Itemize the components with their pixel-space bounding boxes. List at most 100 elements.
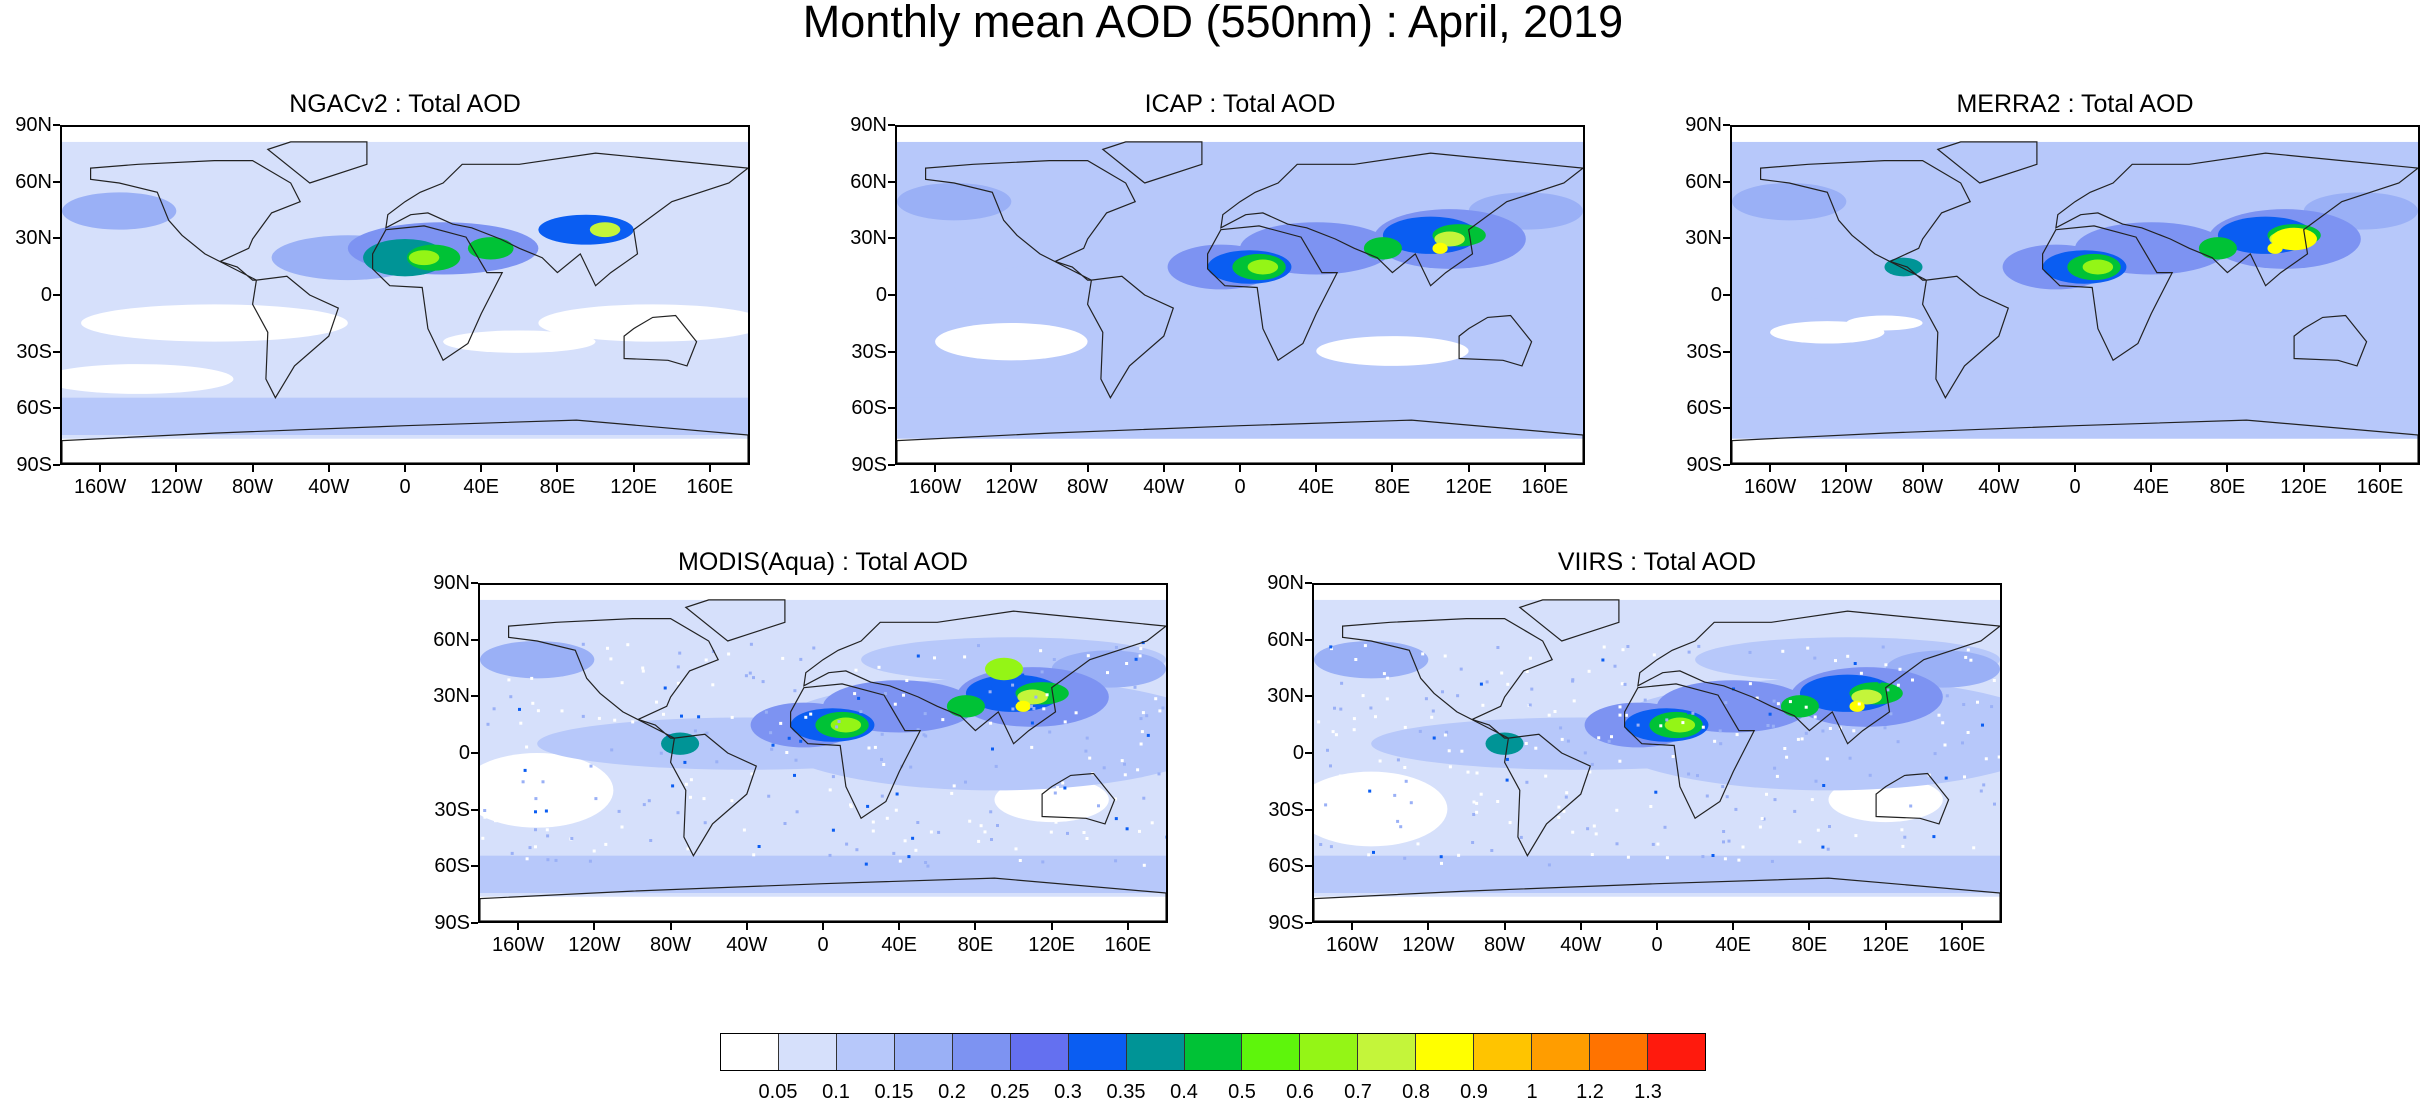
- lon-tick: [974, 923, 976, 930]
- arctic-fill: [480, 585, 1166, 600]
- retrieval-speckle: [894, 703, 897, 706]
- retrieval-speckle: [711, 683, 714, 686]
- retrieval-speckle: [1719, 742, 1722, 745]
- lat-label: 60N: [1670, 172, 1722, 192]
- retrieval-speckle: [694, 729, 697, 732]
- lon-label: 80W: [1053, 477, 1123, 497]
- low-aod-region: [935, 323, 1087, 360]
- colorbar-box: [1185, 1034, 1243, 1070]
- lon-tick: [709, 465, 711, 472]
- retrieval-speckle: [926, 865, 929, 868]
- lat-tick: [888, 294, 895, 296]
- lat-tick: [888, 124, 895, 126]
- retrieval-speckle: [1088, 757, 1091, 760]
- panel-title-ngac: NGACv2 : Total AOD: [60, 90, 750, 118]
- retrieval-speckle: [1490, 849, 1493, 852]
- retrieval-speckle: [990, 838, 993, 841]
- lon-label: 40W: [712, 935, 782, 955]
- aod-field: [480, 585, 1166, 921]
- retrieval-speckle: [996, 824, 999, 827]
- retrieval-speckle: [1941, 721, 1944, 724]
- retrieval-speckle: [917, 655, 920, 658]
- retrieval-speckle: [1666, 856, 1669, 859]
- retrieval-speckle: [878, 666, 881, 669]
- retrieval-speckle: [697, 715, 700, 718]
- retrieval-speckle: [1626, 645, 1629, 648]
- retrieval-speckle: [859, 710, 862, 713]
- lon-tick: [1468, 465, 1470, 472]
- retrieval-speckle: [1603, 646, 1606, 649]
- lat-label: 60N: [1252, 630, 1304, 650]
- retrieval-speckle: [1644, 699, 1647, 702]
- retrieval-speckle: [511, 852, 514, 855]
- retrieval-speckle: [1773, 767, 1776, 770]
- retrieval-speckle: [1329, 764, 1332, 767]
- retrieval-speckle: [1909, 805, 1912, 808]
- retrieval-speckle: [1030, 746, 1033, 749]
- lon-label: 0: [2040, 477, 2110, 497]
- retrieval-speckle: [1034, 696, 1037, 699]
- retrieval-speckle: [671, 784, 674, 787]
- lon-label: 160W: [483, 935, 553, 955]
- retrieval-speckle: [483, 809, 486, 812]
- retrieval-speckle: [1967, 731, 1970, 734]
- retrieval-speckle: [1884, 726, 1887, 729]
- southern-ocean-band: [480, 856, 1166, 893]
- retrieval-speckle: [641, 667, 644, 670]
- retrieval-speckle: [838, 720, 841, 723]
- antarctica-fill: [480, 897, 1166, 921]
- retrieval-speckle: [1681, 721, 1684, 724]
- lon-tick: [1351, 923, 1353, 930]
- colorbar-label: 0.25: [980, 1082, 1040, 1102]
- retrieval-speckle: [1369, 707, 1372, 710]
- retrieval-speckle: [1998, 756, 2000, 759]
- retrieval-speckle: [1826, 757, 1829, 760]
- colorbar-label: 0.4: [1154, 1082, 1214, 1102]
- retrieval-speckle: [1761, 817, 1764, 820]
- retrieval-speckle: [531, 702, 534, 705]
- retrieval-speckle: [1046, 693, 1049, 696]
- coastline: [1938, 142, 2037, 183]
- retrieval-speckle: [705, 659, 708, 662]
- retrieval-speckle: [1368, 790, 1371, 793]
- retrieval-speckle: [1544, 775, 1547, 778]
- retrieval-speckle: [1829, 727, 1832, 730]
- retrieval-speckle: [1614, 665, 1617, 668]
- retrieval-speckle: [1319, 843, 1322, 846]
- lon-tick: [898, 923, 900, 930]
- figure-title: Monthly mean AOD (550nm) : April, 2019: [0, 0, 2426, 44]
- retrieval-speckle: [1075, 711, 1078, 714]
- lon-label: 0: [1205, 477, 1275, 497]
- lat-label: 30S: [1252, 800, 1304, 820]
- retrieval-speckle: [765, 711, 768, 714]
- retrieval-speckle: [1355, 823, 1358, 826]
- colorbar-box: [1069, 1034, 1127, 1070]
- retrieval-speckle: [1039, 649, 1042, 652]
- retrieval-speckle: [1042, 707, 1045, 710]
- retrieval-speckle: [1115, 817, 1118, 820]
- lat-label: 90S: [835, 455, 887, 475]
- retrieval-speckle: [1086, 737, 1089, 740]
- lon-label: 40W: [1129, 477, 1199, 497]
- retrieval-speckle: [1584, 751, 1587, 754]
- retrieval-speckle: [1821, 846, 1824, 849]
- lat-tick: [471, 865, 478, 867]
- retrieval-speckle: [1396, 820, 1399, 823]
- retrieval-speckle: [1397, 758, 1400, 761]
- lon-tick: [1998, 465, 2000, 472]
- retrieval-speckle: [1706, 795, 1709, 798]
- retrieval-speckle: [1486, 680, 1489, 683]
- lat-tick: [888, 237, 895, 239]
- lon-label: 0: [1622, 935, 1692, 955]
- retrieval-speckle: [1158, 772, 1161, 775]
- retrieval-speckle: [685, 783, 688, 786]
- retrieval-speckle: [1374, 715, 1377, 718]
- retrieval-speckle: [1448, 749, 1451, 752]
- lon-label: 80E: [522, 477, 592, 497]
- retrieval-speckle: [561, 709, 564, 712]
- lat-tick: [53, 464, 60, 466]
- retrieval-speckle: [880, 758, 883, 761]
- retrieval-speckle: [1901, 845, 1904, 848]
- retrieval-speckle: [1882, 646, 1885, 649]
- aod-field: [1732, 127, 2418, 463]
